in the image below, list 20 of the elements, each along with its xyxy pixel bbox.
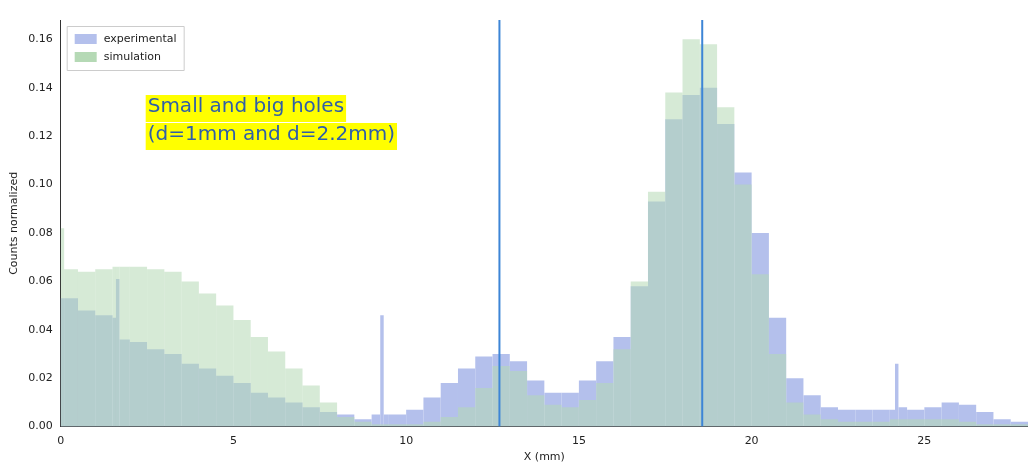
y-tick-label: 0.08 <box>28 225 53 239</box>
y-tick-label: 0.06 <box>28 274 53 288</box>
y-tick-label: 0.12 <box>28 129 53 143</box>
x-tick-label: 10 <box>399 434 414 448</box>
x-tick-label: 25 <box>917 434 932 448</box>
y-tick-label: 0.04 <box>28 322 53 336</box>
y-tick-label: 0.00 <box>28 419 53 433</box>
x-tick-label: 15 <box>571 434 586 448</box>
x-axis-title: X (mm) <box>523 450 565 464</box>
x-tick-label: 20 <box>744 434 759 448</box>
y-axis-title: Counts normalized <box>7 171 21 275</box>
y-tick-label: 0.14 <box>28 80 53 94</box>
legend-label: experimental <box>103 31 177 45</box>
y-tick-label: 0.10 <box>28 177 53 191</box>
y-tick-label: 0.16 <box>28 32 53 46</box>
x-tick-label: 0 <box>57 434 65 448</box>
y-tick-label: 0.02 <box>28 371 53 385</box>
x-tick-label: 5 <box>229 434 237 448</box>
legend-label: simulation <box>103 49 162 63</box>
annotation: Small and big holes (d=1mm and d=2.2mm) <box>147 93 396 146</box>
